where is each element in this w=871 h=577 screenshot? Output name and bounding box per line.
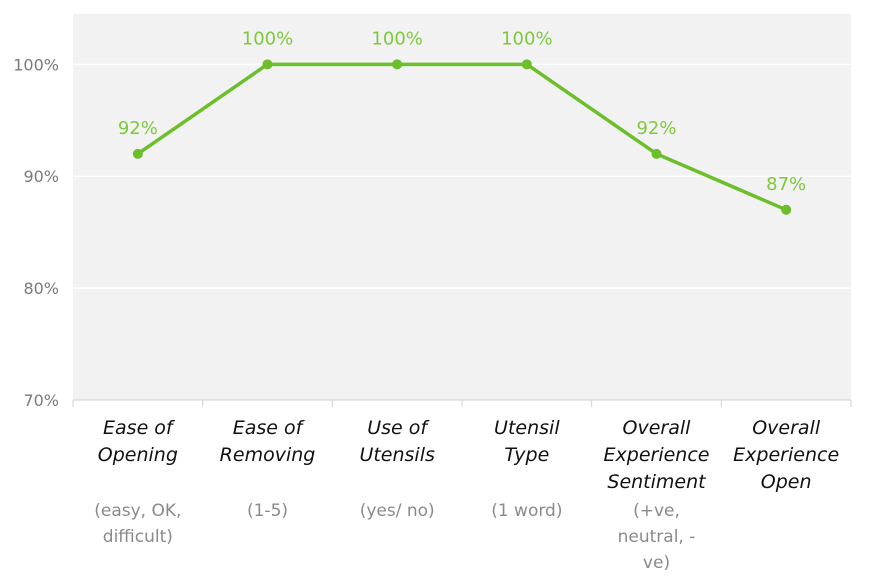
y-tick-label: 100% (13, 55, 59, 74)
category-sublabel: (yes/ no) (360, 501, 435, 521)
category-label: Utensil (494, 417, 560, 439)
y-tick-label: 70% (23, 391, 59, 410)
category-sublabel: (+ve, (633, 501, 680, 521)
category-sublabel: (easy, OK, (94, 501, 181, 521)
category-label: Removing (220, 444, 316, 466)
data-point (262, 59, 273, 70)
data-labels: 92% 100% 100% 100% 92% 87% (118, 28, 806, 194)
x-axis (72, 399, 852, 407)
category-label: Type (504, 444, 549, 466)
data-point (392, 59, 403, 70)
category-label: Overall (752, 417, 821, 439)
category-label: Open (761, 471, 812, 493)
y-tick-label: 90% (23, 167, 59, 186)
category-label: Sentiment (607, 471, 707, 493)
category-label: Ease of (103, 417, 176, 439)
category-sublabel: difficult) (103, 527, 173, 547)
data-points (132, 59, 792, 215)
category-sublabel: (1 word) (491, 501, 562, 521)
category-label: Experience (604, 444, 710, 466)
category-sublabel: neutral, - (618, 527, 696, 547)
category-labels: Ease of Opening (easy, OK, difficult) Ease o… (94, 417, 839, 573)
category-label: Overall (623, 417, 692, 439)
data-label: 87% (766, 174, 806, 195)
category-label: Opening (98, 444, 178, 466)
category-sublabel: ve) (643, 553, 670, 573)
data-label: 92% (118, 118, 158, 139)
y-tick-label: 80% (23, 279, 59, 298)
category-label: Ease of (233, 417, 306, 439)
category-sublabel: (1-5) (247, 501, 288, 521)
series-line-path (136, 62, 787, 212)
plot-area (73, 14, 851, 400)
category-label: Utensils (359, 444, 435, 466)
y-axis-ticks: 70% 80% 90% 100% (13, 55, 59, 410)
data-point (521, 59, 532, 70)
data-label: 100% (501, 28, 552, 49)
data-point (132, 148, 143, 159)
series-line (136, 62, 787, 212)
data-label: 100% (371, 28, 422, 49)
data-label: 92% (636, 118, 676, 139)
category-label: Experience (733, 444, 839, 466)
category-label: Use of (367, 417, 430, 439)
data-point (651, 148, 662, 159)
data-point (781, 204, 792, 215)
data-label: 100% (242, 28, 293, 49)
